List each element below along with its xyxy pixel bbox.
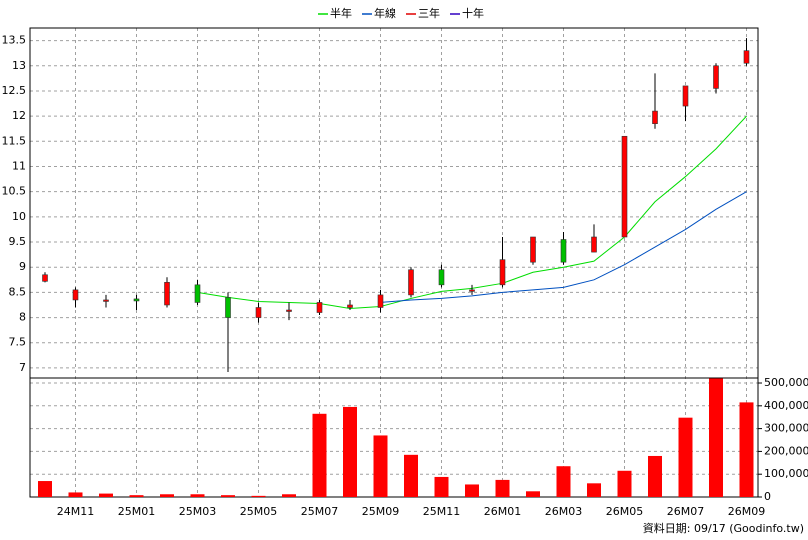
x-tick-label: 26M01 [484,505,522,518]
volume-bar [190,494,205,497]
candle-body [347,304,353,308]
ma-line [380,191,747,303]
y2-tick-label: 200,000 [764,444,808,457]
legend-label: 三年 [418,6,440,20]
y-tick-label: 12 [12,109,26,122]
x-tick-label: 26M07 [667,505,705,518]
y-tick-label: 9 [19,260,26,273]
volume-bar [68,492,83,497]
y2-tick-label: 100,000 [764,467,808,480]
y-tick-label: 10 [12,210,26,223]
x-tick-label: 25M05 [240,505,278,518]
y-tick-label: 7.5 [9,336,27,349]
volume-bar [404,454,418,497]
ma-line [197,115,747,310]
x-tick-label: 25M01 [118,505,156,518]
volume-bar [160,494,174,497]
x-tick-label: 26M05 [606,505,644,518]
volume-bar [678,417,693,497]
candle-body [713,65,719,89]
volume-bar [282,494,296,497]
volume-bar [556,466,571,497]
volume-bar [526,491,540,497]
volume-bar [251,495,266,497]
candle-body [682,85,689,107]
candle-body [438,269,445,286]
y2-tick-label: 400,000 [764,399,808,412]
x-tick-label: 26M03 [545,505,583,518]
candle-body [560,239,567,263]
x-tick-label: 25M11 [423,505,461,518]
y-tick-label: 13 [12,59,26,72]
volume-bar [221,495,235,497]
volume-bar [648,455,662,497]
candle-body [194,284,201,303]
volume-bar [373,435,388,497]
volume-bar [465,484,479,497]
y-tick-label: 13.5 [2,34,27,47]
x-tick-label: 25M03 [179,505,217,518]
candle-body [316,302,323,313]
volume-bar [38,481,52,497]
y-tick-label: 9.5 [9,235,27,248]
legend-label: 年線 [374,6,396,20]
candle-body [164,282,170,306]
candle-body [408,269,414,296]
candle-body [133,298,140,302]
price-frame [29,27,759,379]
y-tick-label: 11 [12,159,26,172]
candle-body [377,294,384,308]
y-tick-label: 8 [19,311,26,324]
candle-body [469,289,475,292]
y-tick-label: 12.5 [2,84,27,97]
candle-body [530,236,536,263]
candle-body [72,289,79,301]
footer: 資料日期: 09/17 (Goodinfo.tw) [643,521,804,535]
legend-label: 半年 [330,6,352,20]
volume-frame [29,377,759,498]
volume-bar [129,495,144,497]
candle-body [743,50,750,64]
x-tick-label: 25M07 [301,505,339,518]
candle-body [499,259,506,286]
y2-tick-label: 300,000 [764,422,808,435]
legend-label: 十年 [462,6,484,20]
volume-bar [617,470,632,497]
volume-bar [495,479,510,497]
x-tick-label: 25M09 [362,505,400,518]
candle-body [42,274,48,282]
candle-body [255,307,262,318]
candle-body [591,236,597,253]
x-tick-label: 26M09 [728,505,766,518]
volume-bar [709,378,723,497]
candle-body [652,110,658,124]
candle-body [286,309,292,312]
y2-tick-label: 500,000 [764,376,808,389]
volume-bar [587,483,601,497]
volume-bar [343,406,357,497]
x-tick-label: 24M11 [57,505,95,518]
volume-bar [312,413,327,497]
y2-tick-label: 0 [764,490,771,503]
y-tick-label: 8.5 [9,285,27,298]
candle-body [103,299,109,302]
y-tick-label: 7 [19,361,26,374]
y-tick-label: 11.5 [2,134,27,147]
volume-bar [99,493,113,497]
volume-bar [434,476,449,497]
candle-body [621,135,628,238]
volume-bar [739,402,754,497]
candle-body [225,297,231,318]
y-tick-label: 10.5 [2,185,27,198]
